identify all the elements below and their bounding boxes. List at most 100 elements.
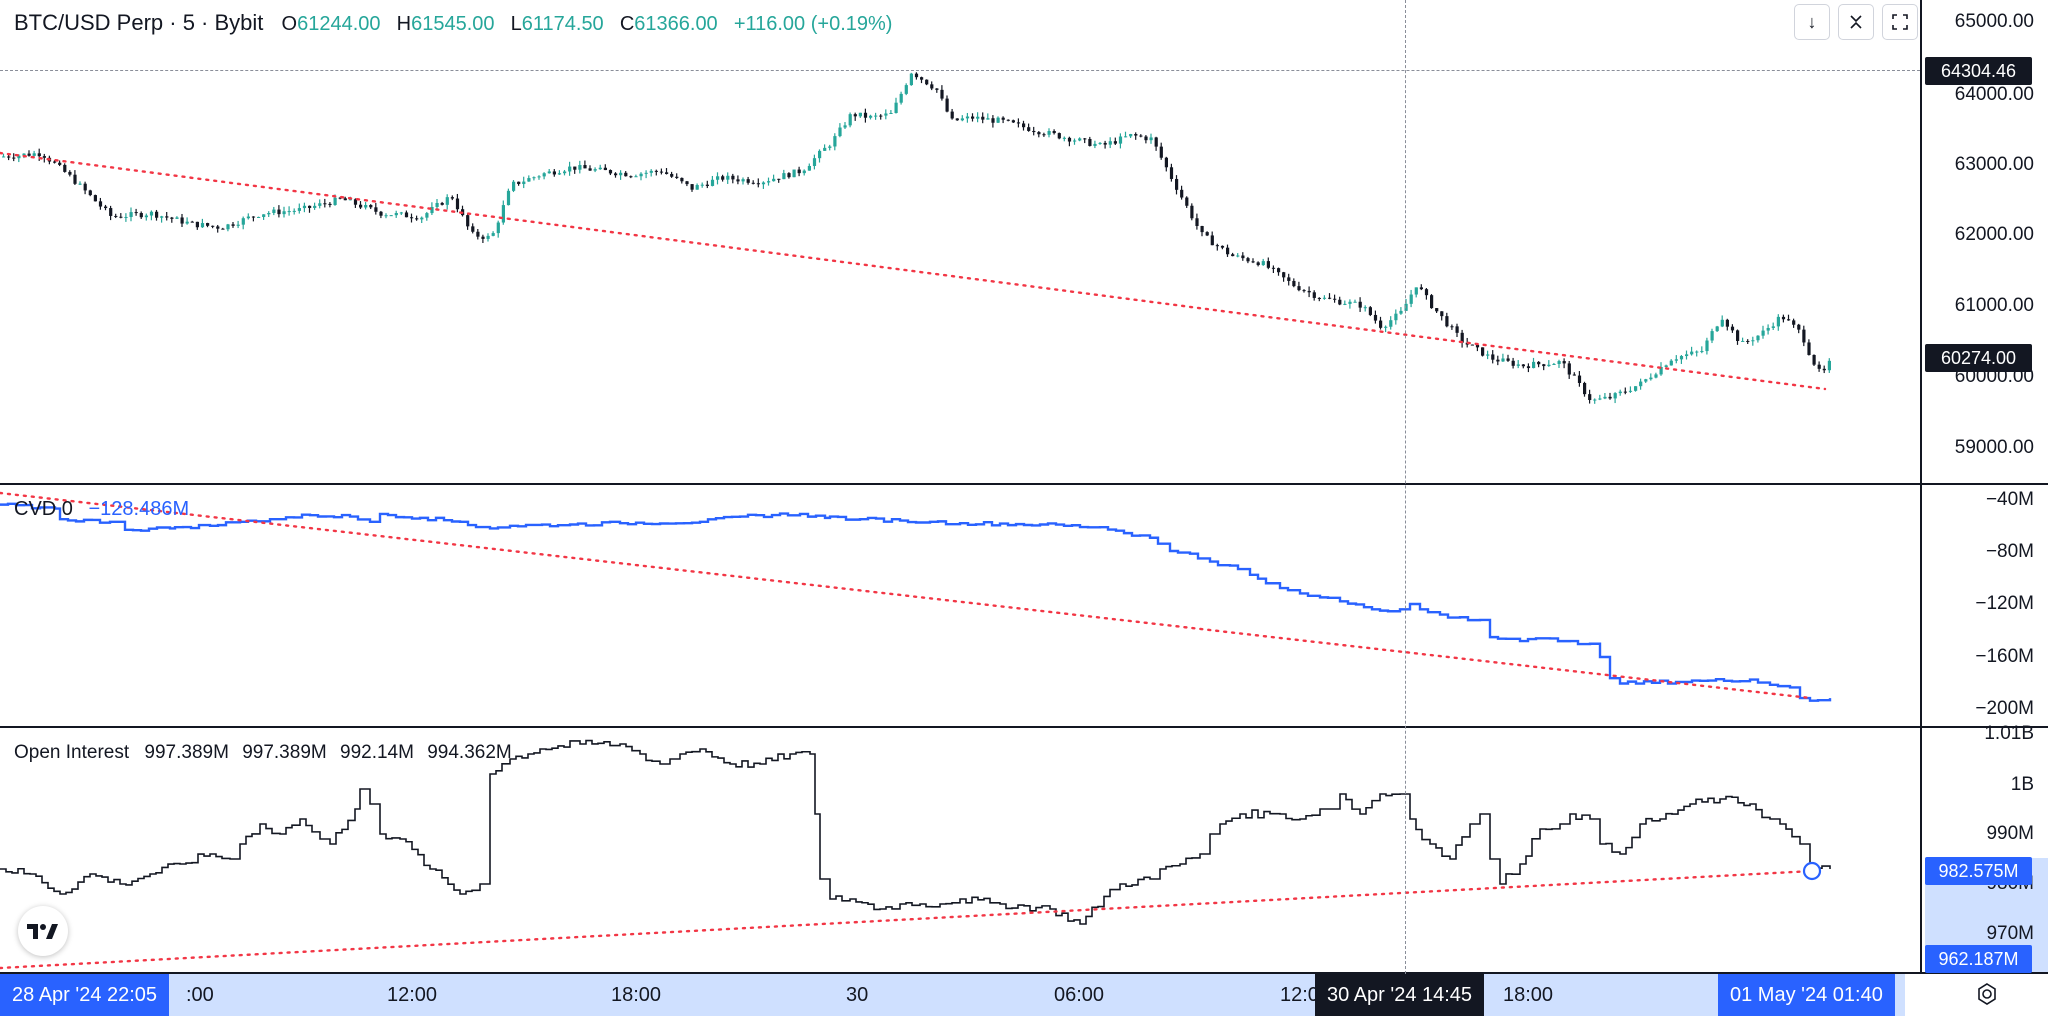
candle-body bbox=[1572, 374, 1576, 376]
time-tick: :00 bbox=[186, 984, 214, 1006]
candle-body bbox=[1802, 329, 1806, 343]
candle-body bbox=[1246, 258, 1250, 262]
oi-last-label: 982.575M bbox=[1925, 857, 2032, 885]
oi-legend-name[interactable]: Open Interest bbox=[14, 742, 130, 763]
candle-body bbox=[1368, 307, 1372, 315]
candle-body bbox=[53, 161, 57, 163]
price-pane[interactable] bbox=[0, 0, 1920, 484]
range-end-label: 01 May '24 01:40 bbox=[1718, 974, 1895, 1016]
candle-body bbox=[440, 202, 444, 205]
candle-body bbox=[471, 226, 475, 232]
candle-body bbox=[1231, 254, 1235, 257]
candle-body bbox=[1200, 226, 1204, 233]
candle-body bbox=[930, 84, 934, 89]
candle-body bbox=[665, 172, 669, 174]
cvd-tick: −120M bbox=[1975, 593, 2034, 614]
candle-body bbox=[1460, 332, 1464, 343]
pane-divider[interactable] bbox=[0, 726, 2048, 728]
candle-body bbox=[1180, 189, 1184, 198]
candle-body bbox=[359, 204, 363, 208]
candle-body bbox=[1475, 344, 1480, 348]
candle-body bbox=[1521, 364, 1525, 367]
open-interest-axis[interactable]: 1.01B 1B 990M 980M 970M bbox=[1922, 723, 2048, 972]
candle-body bbox=[1139, 135, 1143, 137]
candle-body bbox=[527, 178, 531, 182]
oi-legend-value: 994.362M bbox=[427, 742, 512, 763]
candle-body bbox=[1251, 261, 1255, 263]
open-interest-pane[interactable] bbox=[0, 728, 1920, 972]
candle-body bbox=[1078, 138, 1082, 141]
candle-body bbox=[1792, 320, 1796, 325]
candle-body bbox=[144, 215, 148, 218]
candle-body bbox=[1118, 136, 1123, 144]
maximize-icon[interactable] bbox=[1882, 4, 1918, 40]
candle-body bbox=[68, 171, 72, 175]
price-tick: 65000.00 bbox=[1954, 11, 2034, 32]
candle-body bbox=[1083, 138, 1087, 140]
price-chart[interactable] bbox=[0, 0, 1920, 484]
candle-body bbox=[1037, 132, 1041, 135]
open-interest-chart[interactable] bbox=[0, 728, 1920, 972]
candle-body bbox=[430, 206, 434, 214]
candle-body bbox=[1511, 360, 1515, 366]
cvd-chart[interactable] bbox=[0, 485, 1920, 727]
candle-body bbox=[435, 202, 439, 207]
candle-body bbox=[1006, 119, 1010, 121]
symbol-title[interactable]: BTC/USD Perp · 5 · Bybit bbox=[14, 10, 264, 35]
candle-body bbox=[965, 116, 970, 119]
candle-body bbox=[1414, 287, 1418, 295]
candle-body bbox=[950, 111, 954, 119]
candle-body bbox=[1190, 205, 1194, 219]
pane-divider[interactable] bbox=[0, 483, 2048, 485]
candle-body bbox=[971, 116, 975, 119]
candle-body bbox=[1394, 313, 1398, 321]
candle-body bbox=[251, 216, 256, 218]
candle-body bbox=[109, 208, 113, 216]
cvd-pane[interactable] bbox=[0, 485, 1920, 727]
cvd-legend-name[interactable]: CVD 0 bbox=[14, 498, 73, 520]
candle-body bbox=[1205, 232, 1209, 236]
cvd-axis[interactable]: −40M −80M −120M −160M −200M bbox=[1922, 485, 2048, 727]
tradingview-logo-icon[interactable] bbox=[18, 906, 68, 956]
candle-body bbox=[537, 176, 541, 178]
settings-icon[interactable] bbox=[1975, 982, 1999, 1012]
candle-body bbox=[557, 173, 562, 175]
candle-body bbox=[216, 226, 220, 229]
price-tick: 63000.00 bbox=[1954, 154, 2034, 175]
candle-body bbox=[726, 175, 730, 180]
candle-body bbox=[1486, 354, 1490, 356]
candle-body bbox=[1562, 361, 1566, 364]
candle-body bbox=[1710, 331, 1714, 341]
candle-body bbox=[1787, 319, 1791, 321]
candle-body bbox=[1623, 391, 1627, 393]
candle-body bbox=[343, 198, 347, 201]
candle-body bbox=[1108, 141, 1112, 145]
candle-body bbox=[404, 212, 409, 218]
candle-body bbox=[129, 212, 133, 217]
candle-body bbox=[960, 118, 964, 121]
candle-body bbox=[838, 127, 842, 137]
candle-body bbox=[777, 178, 781, 180]
candle-body bbox=[991, 118, 995, 123]
time-tick: 18:00 bbox=[611, 984, 662, 1006]
candle-body bbox=[705, 184, 709, 186]
candle-body bbox=[1384, 326, 1388, 328]
collapse-icon[interactable] bbox=[1838, 4, 1874, 40]
arrow-down-icon[interactable]: ↓ bbox=[1794, 4, 1830, 40]
candle-body bbox=[1608, 396, 1612, 399]
candle-body bbox=[1776, 316, 1780, 327]
candle-body bbox=[195, 221, 199, 228]
candle-body bbox=[1144, 136, 1148, 141]
candle-body bbox=[308, 205, 312, 208]
candle-body bbox=[139, 213, 143, 218]
price-tick: 64000.00 bbox=[1954, 84, 2034, 105]
candle-body bbox=[695, 185, 699, 190]
candle-body bbox=[262, 214, 266, 217]
crosshair-horizontal bbox=[0, 70, 1920, 71]
time-axis[interactable]: 28 Apr '24 22:05 :00 12:00 18:00 30 06:0… bbox=[0, 974, 2048, 1018]
candle-body bbox=[491, 233, 495, 236]
candle-body bbox=[1124, 136, 1128, 138]
candle-body bbox=[542, 173, 546, 177]
candle-body bbox=[313, 205, 317, 208]
candle-body bbox=[1715, 326, 1719, 332]
